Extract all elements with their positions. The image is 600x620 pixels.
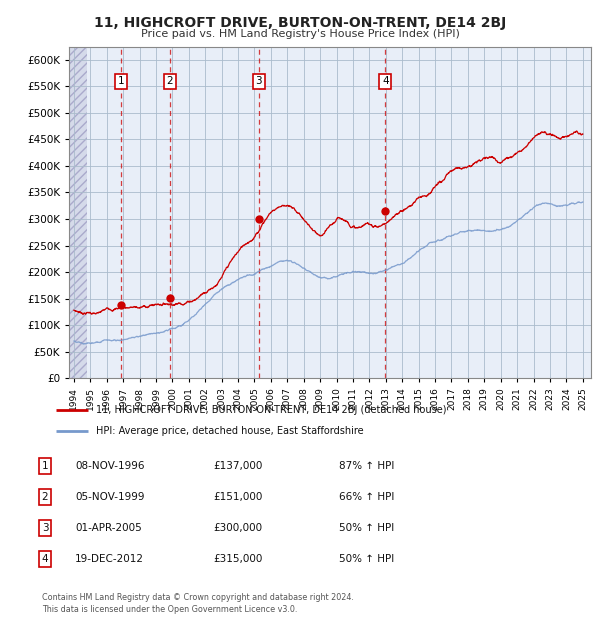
Text: 1: 1	[41, 461, 49, 471]
Text: 1: 1	[118, 76, 124, 86]
Text: 50% ↑ HPI: 50% ↑ HPI	[339, 554, 394, 564]
Text: 4: 4	[382, 76, 389, 86]
Bar	[69, 46, 87, 378]
Text: 87% ↑ HPI: 87% ↑ HPI	[339, 461, 394, 471]
Text: 01-APR-2005: 01-APR-2005	[75, 523, 142, 533]
Text: £137,000: £137,000	[213, 461, 262, 471]
Text: £315,000: £315,000	[213, 554, 262, 564]
Text: Contains HM Land Registry data © Crown copyright and database right 2024.
This d: Contains HM Land Registry data © Crown c…	[42, 593, 354, 614]
Text: 4: 4	[41, 554, 49, 564]
Text: £300,000: £300,000	[213, 523, 262, 533]
Text: HPI: Average price, detached house, East Staffordshire: HPI: Average price, detached house, East…	[96, 426, 364, 436]
Text: Price paid vs. HM Land Registry's House Price Index (HPI): Price paid vs. HM Land Registry's House …	[140, 29, 460, 38]
Text: 05-NOV-1999: 05-NOV-1999	[75, 492, 145, 502]
Text: 3: 3	[255, 76, 262, 86]
Text: 66% ↑ HPI: 66% ↑ HPI	[339, 492, 394, 502]
Text: 08-NOV-1996: 08-NOV-1996	[75, 461, 145, 471]
Text: 50% ↑ HPI: 50% ↑ HPI	[339, 523, 394, 533]
Text: 19-DEC-2012: 19-DEC-2012	[75, 554, 144, 564]
Text: 2: 2	[167, 76, 173, 86]
Text: £151,000: £151,000	[213, 492, 262, 502]
Text: 11, HIGHCROFT DRIVE, BURTON-ON-TRENT, DE14 2BJ: 11, HIGHCROFT DRIVE, BURTON-ON-TRENT, DE…	[94, 16, 506, 30]
Text: 11, HIGHCROFT DRIVE, BURTON-ON-TRENT, DE14 2BJ (detached house): 11, HIGHCROFT DRIVE, BURTON-ON-TRENT, DE…	[96, 405, 446, 415]
Text: 3: 3	[41, 523, 49, 533]
Text: 2: 2	[41, 492, 49, 502]
